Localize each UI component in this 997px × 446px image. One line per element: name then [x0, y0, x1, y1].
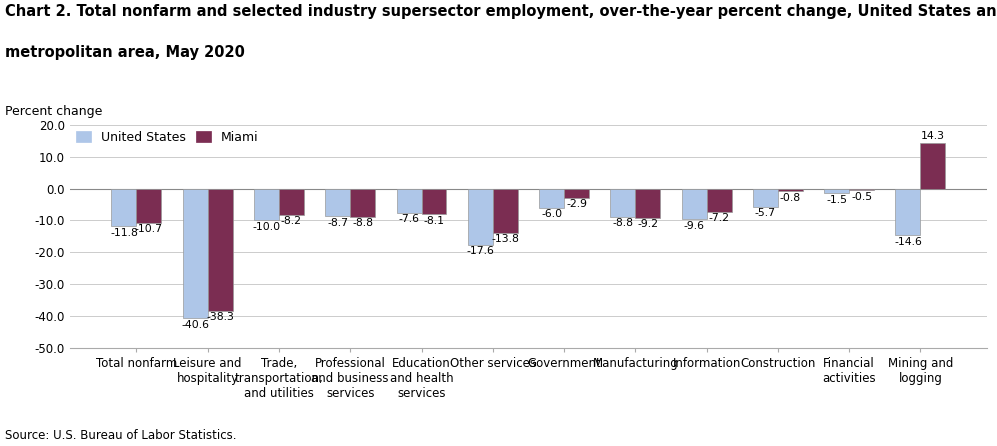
Text: -13.8: -13.8 — [492, 234, 519, 244]
Text: -1.5: -1.5 — [827, 195, 847, 205]
Bar — [564, 189, 589, 198]
Text: -2.9: -2.9 — [566, 199, 587, 210]
Text: -8.7: -8.7 — [327, 218, 348, 228]
Bar — [137, 189, 162, 223]
Text: -10.0: -10.0 — [252, 222, 280, 232]
Bar — [895, 189, 920, 235]
Text: -8.1: -8.1 — [424, 216, 445, 226]
Text: -0.5: -0.5 — [851, 192, 872, 202]
Bar — [635, 189, 660, 218]
Bar — [468, 189, 493, 245]
Text: Chart 2. Total nonfarm and selected industry supersector employment, over-the-ye: Chart 2. Total nonfarm and selected indu… — [5, 4, 997, 20]
Text: 14.3: 14.3 — [921, 132, 945, 141]
Text: -8.2: -8.2 — [281, 216, 302, 226]
Text: -7.2: -7.2 — [709, 213, 730, 223]
Bar — [753, 189, 778, 207]
Text: -0.8: -0.8 — [780, 193, 801, 203]
Bar — [610, 189, 635, 217]
Bar — [707, 189, 732, 211]
Text: -6.0: -6.0 — [541, 209, 562, 219]
Bar — [112, 189, 137, 226]
Legend: United States, Miami: United States, Miami — [76, 131, 258, 144]
Text: -14.6: -14.6 — [894, 237, 922, 247]
Text: -5.7: -5.7 — [755, 208, 776, 219]
Text: -9.6: -9.6 — [684, 221, 705, 231]
Text: -17.6: -17.6 — [467, 246, 495, 256]
Bar — [207, 189, 232, 310]
Bar — [825, 189, 849, 194]
Bar — [325, 189, 350, 216]
Bar — [350, 189, 375, 217]
Bar — [182, 189, 207, 318]
Text: -40.6: -40.6 — [181, 319, 209, 330]
Bar — [254, 189, 279, 220]
Bar — [920, 143, 945, 189]
Text: -10.7: -10.7 — [135, 224, 163, 234]
Bar — [493, 189, 517, 232]
Bar — [539, 189, 564, 208]
Text: -9.2: -9.2 — [637, 219, 658, 230]
Text: -8.8: -8.8 — [612, 218, 633, 228]
Text: -8.8: -8.8 — [352, 218, 373, 228]
Bar — [279, 189, 304, 215]
Bar — [682, 189, 707, 219]
Bar — [778, 189, 803, 191]
Text: -38.3: -38.3 — [206, 312, 234, 322]
Text: -11.8: -11.8 — [110, 228, 138, 238]
Text: -7.6: -7.6 — [399, 215, 420, 224]
Text: Percent change: Percent change — [5, 105, 103, 118]
Text: metropolitan area, May 2020: metropolitan area, May 2020 — [5, 45, 245, 60]
Bar — [397, 189, 422, 213]
Bar — [422, 189, 447, 215]
Text: Source: U.S. Bureau of Labor Statistics.: Source: U.S. Bureau of Labor Statistics. — [5, 429, 236, 442]
Bar — [849, 189, 874, 190]
